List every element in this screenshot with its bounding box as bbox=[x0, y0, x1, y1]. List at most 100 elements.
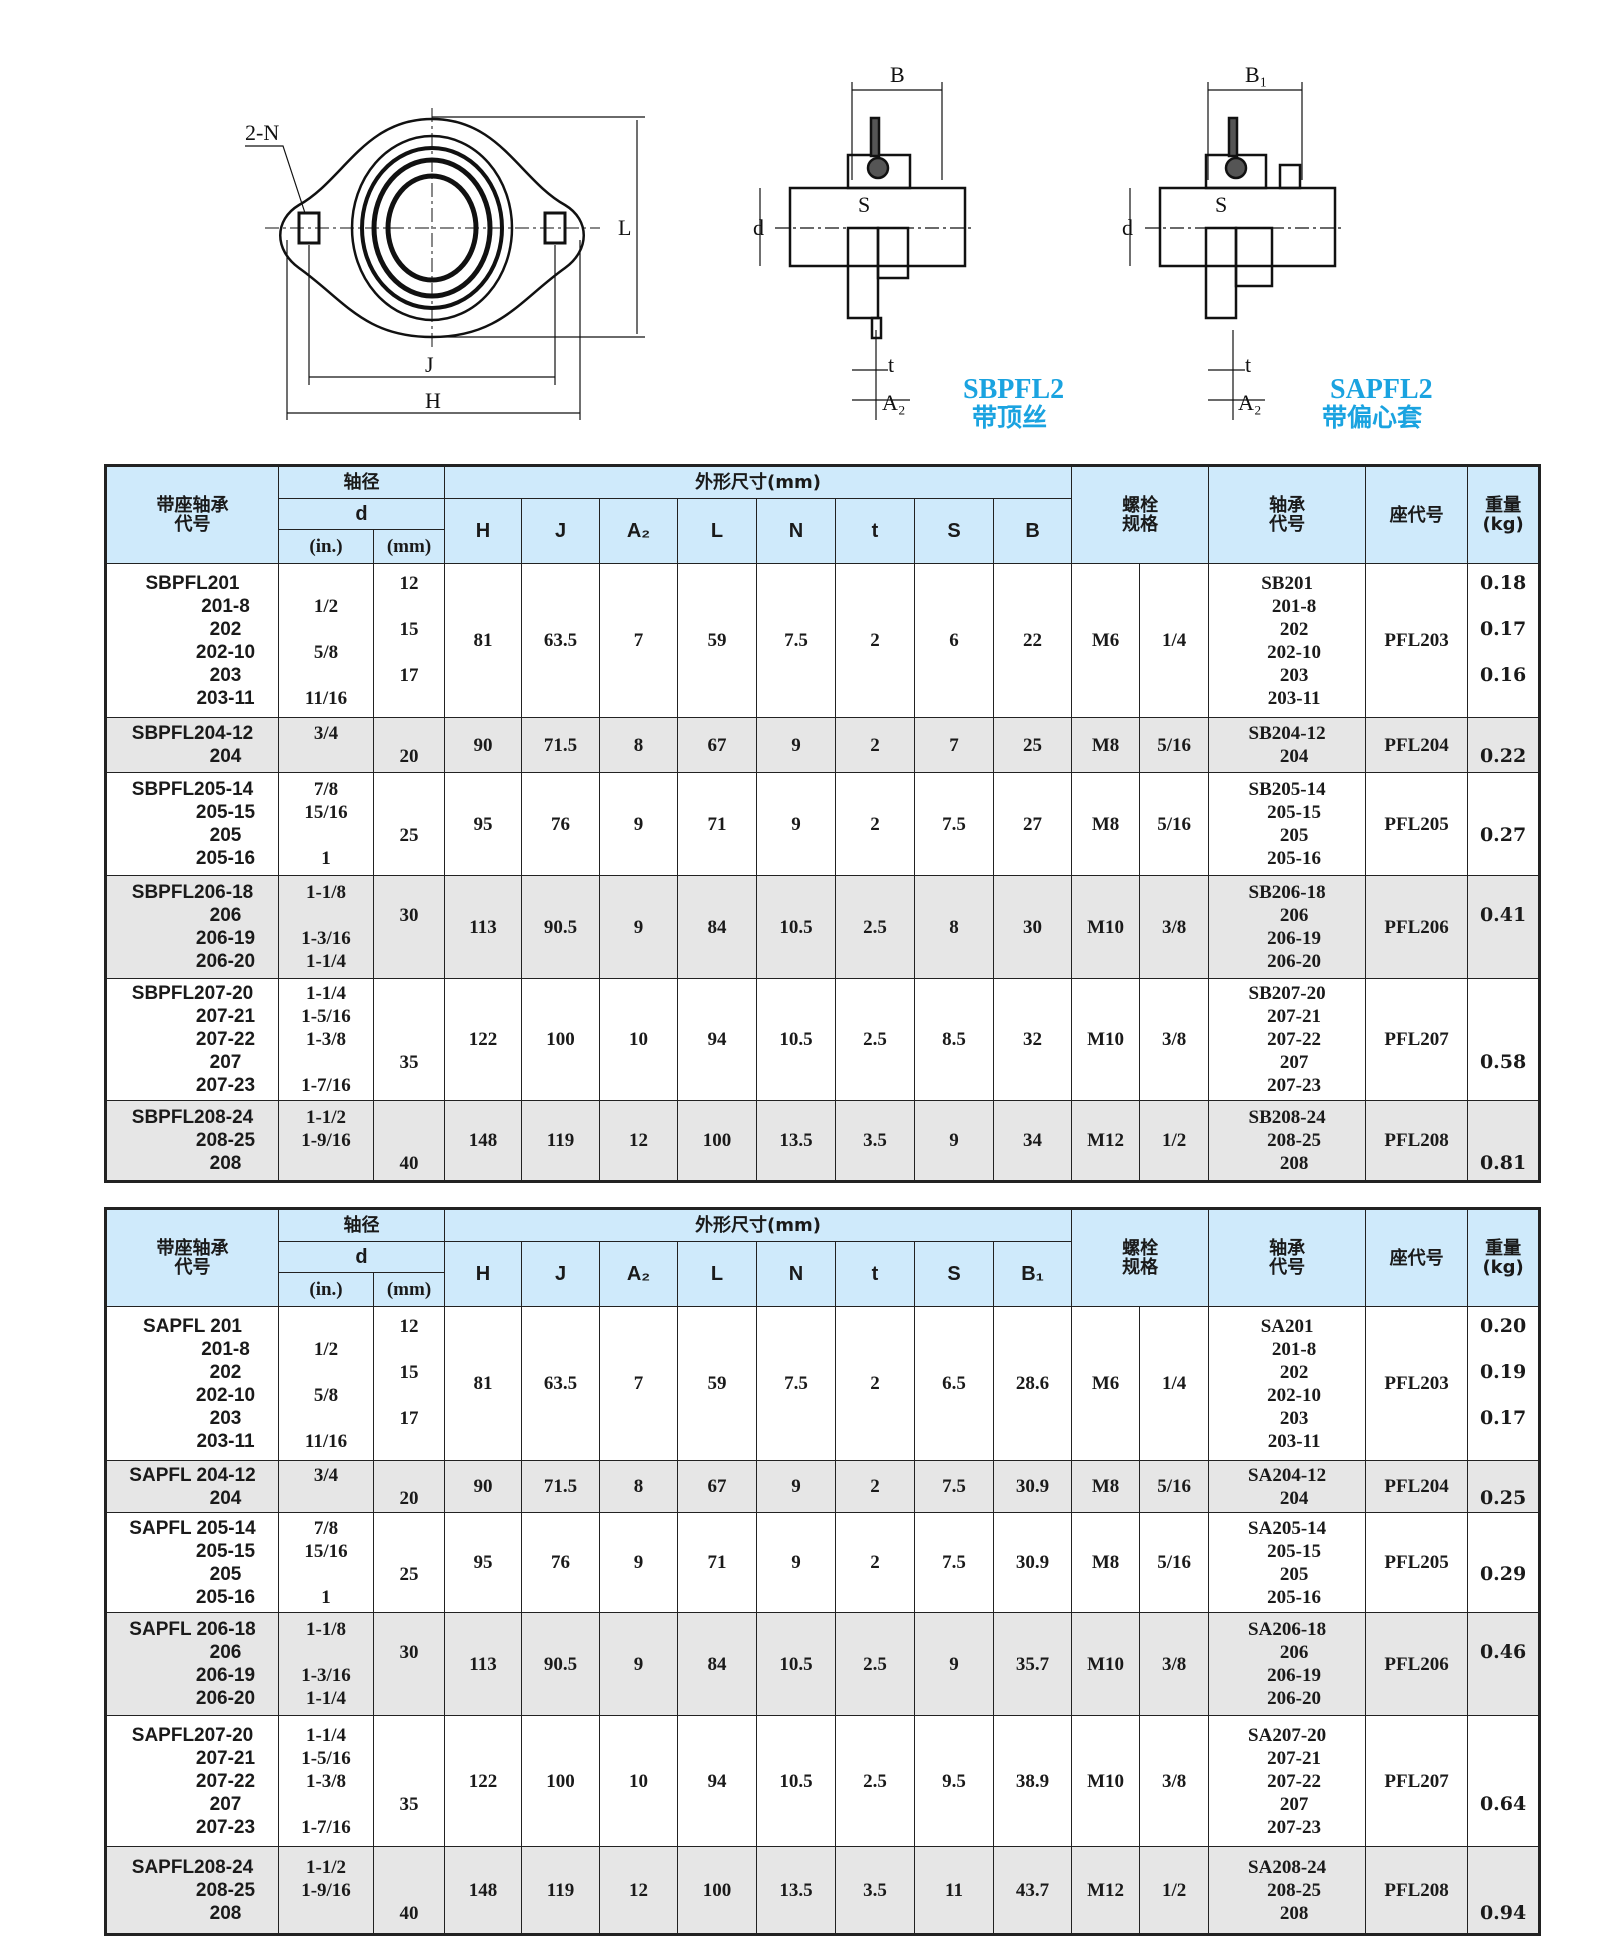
bolt-inch-cell: 5/16 bbox=[1139, 772, 1210, 876]
cell-line: 208-25 bbox=[1267, 1879, 1321, 1901]
dim-cell: 30 bbox=[992, 875, 1073, 979]
cell-line: SB204-12 bbox=[1248, 723, 1326, 744]
cell-line bbox=[1468, 1005, 1538, 1028]
weight-cell: 0.58 bbox=[1467, 978, 1541, 1101]
cell-line bbox=[1468, 778, 1538, 801]
dim-cell: 7.5 bbox=[914, 772, 994, 876]
cell-line bbox=[279, 1793, 373, 1816]
cell-line: 207-22 bbox=[195, 1029, 256, 1050]
cell-line bbox=[279, 1902, 373, 1925]
label-s-2: S bbox=[1215, 192, 1227, 217]
table-row: SAPFL 205-14 205-15 205 205-16 7/8 15/16 1 25 95… bbox=[105, 1512, 1541, 1613]
cell-line: 203-11 bbox=[1267, 687, 1321, 709]
header-inch: (in.) bbox=[278, 1272, 374, 1307]
header-row: 带座轴承 代号 轴径 外形尺寸(mm) 螺栓 规格 轴承 代号 座代号 重量 (kg) bbox=[105, 1208, 1541, 1307]
shaft-inch-cell: 7/8 15/16 1 bbox=[278, 1512, 374, 1613]
dim-cell: 2.5 bbox=[835, 875, 915, 979]
dim-cell: 7 bbox=[599, 563, 678, 718]
bearing-cell: SB206-18 206 206-19 206-20 bbox=[1208, 875, 1367, 979]
header-shaft: 轴径 bbox=[278, 1208, 445, 1242]
table-row: SBPFL205-14 205-15 205 205-16 7/8 15/16 1 25 95 7… bbox=[105, 772, 1541, 876]
cell-line bbox=[374, 982, 444, 1005]
cell-line: 17 bbox=[399, 664, 419, 686]
sapfl-subtitle: 带偏心套 bbox=[1322, 403, 1423, 432]
cell-line: 203-11 bbox=[1267, 1430, 1321, 1452]
cell-line: 208 bbox=[1279, 1153, 1309, 1174]
bolt-cell: M10 bbox=[1071, 1612, 1141, 1716]
cell-line: 202-10 bbox=[1267, 1384, 1321, 1406]
bolt-cell: M10 bbox=[1071, 1715, 1141, 1847]
cell-line bbox=[1468, 1879, 1538, 1902]
cell-line bbox=[1468, 1816, 1538, 1839]
cell-line bbox=[279, 618, 373, 641]
header-row: (in.) (mm) bbox=[106, 1272, 1540, 1307]
table-row: SBPFL207-20 207-21 207-22 207 207-23 1-1/4 1-5… bbox=[105, 978, 1541, 1101]
cell-line: 206 bbox=[1279, 1642, 1309, 1663]
dim-cell: 90.5 bbox=[521, 1612, 600, 1716]
model-cell: SAPFL 205-14 205-15 205 205-16 bbox=[105, 1512, 279, 1613]
dim-cell: 8 bbox=[914, 875, 994, 979]
cell-line: SB208-24 bbox=[1248, 1107, 1326, 1128]
cell-line bbox=[374, 1338, 444, 1361]
cell-line: 205-16 bbox=[195, 1586, 256, 1608]
cell-line: 206-20 bbox=[1267, 951, 1321, 972]
cell-line: 1-1/4 bbox=[305, 951, 347, 972]
cell-line bbox=[1468, 641, 1538, 664]
dim-cell: 148 bbox=[444, 1100, 522, 1182]
cell-line bbox=[374, 1586, 444, 1609]
cell-line: 30 bbox=[399, 1642, 419, 1663]
cell-line: 1-5/16 bbox=[301, 1006, 351, 1027]
label-a2-2: A₂ bbox=[1238, 390, 1262, 415]
cell-line: 207-23 bbox=[1267, 1075, 1321, 1096]
bolt-cell: M6 bbox=[1071, 563, 1141, 718]
header-dim: J bbox=[521, 498, 600, 564]
cell-line: 11/16 bbox=[304, 1430, 348, 1452]
cell-line bbox=[1468, 847, 1538, 870]
cell-line bbox=[1468, 927, 1538, 950]
cell-line: 0.64 bbox=[1479, 1792, 1527, 1815]
shaft-mm-cell: 35 bbox=[373, 1715, 445, 1847]
cell-line: 0.29 bbox=[1479, 1562, 1527, 1585]
cell-line: 1-1/2 bbox=[305, 1856, 347, 1878]
bolt-cell: M8 bbox=[1071, 1460, 1141, 1513]
header-inch: (in.) bbox=[278, 529, 374, 564]
cell-line bbox=[374, 881, 444, 904]
cell-line bbox=[279, 664, 373, 687]
front-view bbox=[245, 108, 645, 420]
shaft-inch-cell: 3/4 bbox=[278, 717, 374, 773]
label-t-2: t bbox=[1245, 352, 1251, 377]
dim-cell: 7.5 bbox=[914, 1460, 994, 1513]
cell-line bbox=[374, 801, 444, 824]
cell-line bbox=[374, 1724, 444, 1747]
bolt-inch-cell: 1/4 bbox=[1139, 563, 1210, 718]
cell-line bbox=[374, 1005, 444, 1028]
shaft-inch-cell: 1-1/2 1-9/16 bbox=[278, 1846, 374, 1935]
dim-cell: 2 bbox=[835, 717, 915, 773]
cell-line bbox=[374, 847, 444, 870]
dim-cell: 10.5 bbox=[756, 875, 836, 979]
label-a2-1: A₂ bbox=[882, 390, 906, 415]
bearing-cell: SB204-12 204 bbox=[1208, 717, 1367, 773]
housing-cell: PFL207 bbox=[1365, 1715, 1469, 1847]
dim-cell: 9 bbox=[599, 772, 678, 876]
sbpfl-side-view bbox=[759, 82, 975, 420]
cell-line: 1-1/4 bbox=[305, 1688, 347, 1709]
cell-line: 1-9/16 bbox=[301, 1130, 351, 1151]
shaft-mm-cell: 12 15 17 bbox=[373, 563, 445, 718]
cell-line: 5/8 bbox=[313, 1384, 339, 1406]
label-h: H bbox=[425, 388, 441, 413]
shaft-mm-cell: 30 bbox=[373, 1612, 445, 1716]
cell-line: 5/8 bbox=[313, 641, 339, 663]
cell-line: 205-15 bbox=[195, 1540, 256, 1562]
shaft-mm-cell: 20 bbox=[373, 1460, 445, 1513]
dim-cell: 9 bbox=[756, 1460, 836, 1513]
cell-line bbox=[279, 1487, 373, 1510]
housing-cell: PFL206 bbox=[1365, 1612, 1469, 1716]
model-cell: SBPFL201 201-8 202 202-10 203 203-11 bbox=[105, 563, 279, 718]
cell-line: 206 bbox=[209, 1642, 242, 1663]
cell-line: SB205-14 bbox=[1248, 779, 1326, 800]
table-row: SBPFL206-18 206 206-19 206-20 1-1/8 1-3/16 1-1… bbox=[105, 875, 1541, 979]
dim-cell: 8.5 bbox=[914, 978, 994, 1101]
cell-line: 0.25 bbox=[1479, 1486, 1527, 1509]
